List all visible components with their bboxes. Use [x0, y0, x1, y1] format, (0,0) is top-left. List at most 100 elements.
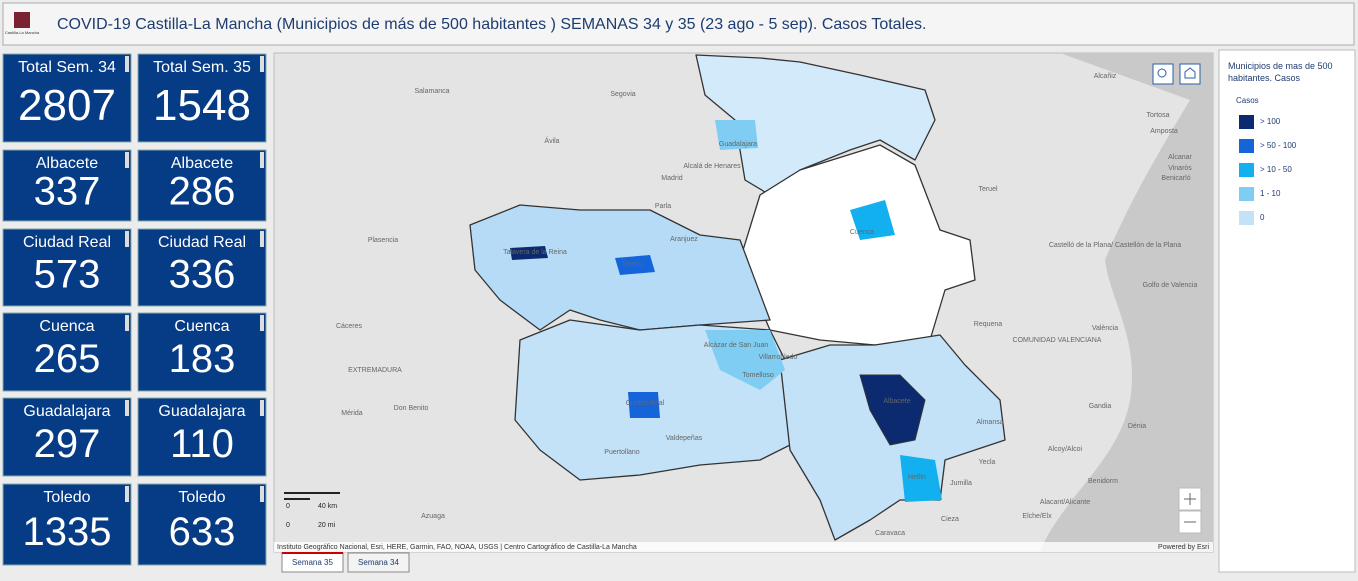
scroll-indicator — [125, 486, 129, 502]
home-button[interactable] — [1179, 63, 1201, 85]
header — [2, 2, 1355, 46]
place-label: Alcalá de Henares — [683, 163, 741, 170]
place-label: Azuaga — [421, 513, 445, 520]
scroll-indicator — [125, 56, 129, 72]
place-label: Alcañiz — [1094, 73, 1117, 80]
kpi-card — [137, 483, 267, 566]
legend-panel — [1218, 49, 1356, 573]
header-title: COVID-19 Castilla-La Mancha (Municipios … — [57, 16, 926, 33]
kpi-label: Total Sem. 34 — [18, 59, 116, 76]
kpi-label: Ciudad Real — [23, 234, 111, 251]
legend-label: > 10 - 50 — [1260, 165, 1292, 174]
place-label: Tortosa — [1147, 112, 1170, 119]
kpi-card — [2, 312, 132, 392]
kpi-value: 286 — [169, 170, 236, 214]
legend-swatch — [1239, 187, 1254, 201]
place-label: Alacant/Alicante — [1040, 499, 1090, 506]
cuenca-highlight — [850, 200, 895, 240]
tab-label: Semana 35 — [292, 558, 333, 567]
tab-label: Semana 34 — [358, 558, 399, 567]
kpi-value: 265 — [34, 337, 101, 381]
home-icon — [1184, 67, 1196, 79]
legend-label: 0 — [1260, 213, 1265, 222]
place-label: Requena — [974, 321, 1003, 328]
place-label: Aranjuez — [670, 236, 698, 243]
place-label: Benicarló — [1161, 175, 1190, 182]
kpi-card — [2, 53, 132, 143]
kpi-card — [137, 397, 267, 477]
logo-text: Castilla-La Mancha — [5, 30, 40, 35]
kpi-card — [137, 312, 267, 392]
place-label: Alcázar de San Juan — [704, 342, 769, 349]
kpi-card — [137, 53, 267, 143]
place-label: EXTREMADURA — [348, 367, 402, 374]
kpi-value: 336 — [169, 252, 236, 296]
kpi-label: Cuenca — [174, 318, 229, 335]
legend-swatch — [1239, 163, 1254, 177]
kpi-value: 297 — [34, 422, 101, 466]
albacete-highlight — [859, 374, 926, 446]
place-label: Valdepeñas — [666, 435, 703, 442]
place-label: Alcoy/Alcoi — [1048, 446, 1083, 453]
scroll-indicator — [125, 152, 129, 168]
place-label: Mérida — [341, 410, 363, 417]
kpi-label: Ciudad Real — [158, 234, 246, 251]
sea — [1040, 53, 1213, 552]
legend-label: > 100 — [1260, 117, 1281, 126]
scroll-indicator — [260, 152, 264, 168]
scale-label: 0 — [286, 522, 290, 529]
place-label: València — [1092, 325, 1118, 332]
place-label: Segovia — [610, 91, 635, 98]
cards: Total Sem. 34 2807 Total Sem. 35 1548 Albace… — [2, 53, 267, 566]
legend-swatch — [1239, 139, 1254, 153]
ciudad-real-highlight — [628, 392, 660, 418]
kpi-value: 633 — [169, 510, 236, 554]
place-label: Guadalajara — [719, 141, 757, 148]
powered-by: Powered by Esri — [1158, 544, 1209, 551]
place-label: Tomelloso — [742, 372, 774, 379]
kpi-label: Guadalajara — [158, 403, 245, 420]
place-label: Cáceres — [336, 323, 363, 330]
legend-title-box: Municipios de mas de 500 habitantes. Cas… — [1228, 61, 1333, 83]
scroll-indicator — [125, 315, 129, 331]
place-label: Amposta — [1150, 128, 1178, 135]
place-label: Gandia — [1089, 403, 1112, 410]
place-label: Salamanca — [414, 88, 449, 95]
place-label: Hellín — [908, 474, 926, 481]
scroll-indicator — [260, 486, 264, 502]
toledo-highlight — [615, 255, 655, 275]
scroll-indicator — [260, 315, 264, 331]
kpi-card — [137, 228, 267, 307]
place-label: Puertollano — [604, 449, 640, 456]
place-label: Teruel — [978, 186, 998, 193]
kpi-card — [2, 228, 132, 307]
place-label: Talavera de la Reina — [503, 249, 567, 256]
place-label: Golfo de Valencia — [1143, 282, 1198, 289]
tab[interactable] — [347, 552, 410, 573]
attribution: Instituto Geográfico Nacional, Esri, HER… — [277, 544, 637, 551]
kpi-card — [2, 149, 132, 222]
legend: Municipios de mas de 500 habitantes. Cas… — [1218, 49, 1356, 573]
hellin-highlight — [900, 455, 942, 502]
kpi-card — [2, 483, 132, 566]
place-label: Madrid — [661, 175, 683, 182]
scale-label: 20 mi — [318, 522, 336, 529]
kpi-label: Guadalajara — [23, 403, 110, 420]
place-label: Elche/Elx — [1022, 513, 1052, 520]
place-label: Toledo — [622, 261, 643, 268]
kpi-label: Cuenca — [39, 318, 94, 335]
legend-swatch — [1239, 115, 1254, 129]
kpi-label: Albacete — [171, 155, 233, 172]
scale-label: 0 — [286, 503, 290, 510]
kpi-card — [137, 149, 267, 222]
kpi-label: Toledo — [43, 489, 90, 506]
kpi-value: 183 — [169, 337, 236, 381]
scroll-indicator — [125, 400, 129, 416]
place-label: Yecla — [979, 459, 996, 466]
guadalajara-highlight — [715, 120, 758, 150]
scroll-indicator — [260, 400, 264, 416]
search-button[interactable] — [1152, 63, 1174, 85]
place-label: Cieza — [941, 516, 959, 523]
place-label: Vinaròs — [1168, 165, 1192, 172]
kpi-value: 1548 — [153, 81, 251, 130]
